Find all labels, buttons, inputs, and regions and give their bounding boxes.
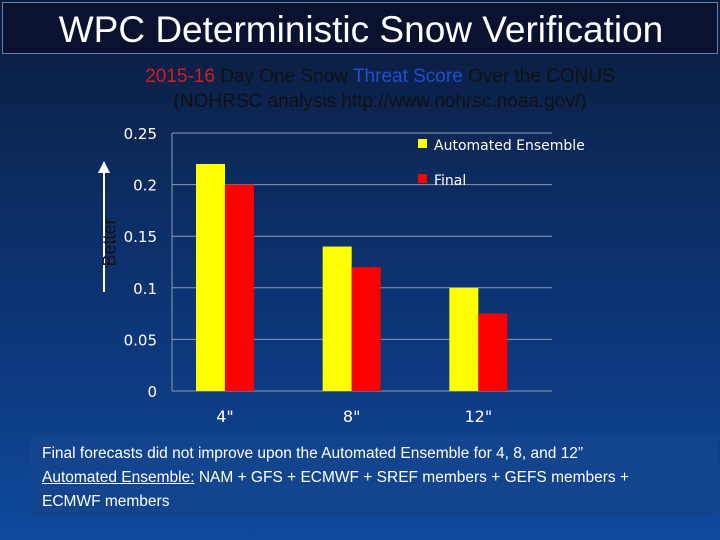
x-tick-label: 8" xyxy=(343,407,361,426)
subtitle-part3: Over the CONUS xyxy=(468,66,615,87)
bar xyxy=(449,287,479,391)
subtitle-year: 2015-16 xyxy=(145,66,215,87)
y-tick-label: 0.25 xyxy=(124,125,157,143)
subtitle-part1: Day One Snow xyxy=(220,66,348,87)
legend-swatch xyxy=(418,174,427,183)
y-tick-label: 0.15 xyxy=(124,228,157,246)
bar xyxy=(351,267,381,391)
subtitle-part2: Threat Score xyxy=(352,66,463,87)
footer-line2: Automated Ensemble: NAM + GFS + ECMWF + … xyxy=(42,466,718,490)
legend-label: Automated Ensemble xyxy=(434,138,585,154)
y-tick-label: 0.1 xyxy=(133,280,157,298)
legend: Automated Ensemble Final xyxy=(418,138,585,189)
bars xyxy=(196,163,508,391)
x-tick-labels: 4" 8" 12" xyxy=(216,407,492,426)
footer-line1: Final forecasts did not improve upon the… xyxy=(42,445,584,462)
bar xyxy=(478,313,508,391)
footer-text: Final forecasts did not improve upon the… xyxy=(42,442,718,514)
x-tick-label: 4" xyxy=(216,407,234,426)
legend-label: Final xyxy=(434,173,466,189)
page-title: WPC Deterministic Snow Verification xyxy=(58,9,664,50)
title-bar: WPC Deterministic Snow Verification xyxy=(2,2,718,54)
bar xyxy=(225,184,254,391)
subtitle-line2: (NOHRSC analysis http://www.nohrsc.noaa.… xyxy=(173,91,587,112)
footer-box xyxy=(30,436,718,516)
y-tick-label: 0.2 xyxy=(133,177,157,195)
x-tick-label: 12" xyxy=(464,407,492,426)
legend-swatch xyxy=(418,139,427,148)
y-tick-label: 0.05 xyxy=(124,331,157,349)
better-arrow-icon xyxy=(98,161,110,292)
bar xyxy=(322,246,352,391)
y-tick-label: 0 xyxy=(147,383,157,401)
bar xyxy=(196,163,225,391)
footer-members: NAM + GFS + ECMWF + SREF members + GEFS … xyxy=(194,469,630,486)
footer-label: Automated Ensemble: xyxy=(42,469,195,486)
footer-line3: ECMWF members xyxy=(42,493,170,510)
chart-subtitle: 2015-16 Day One Snow Threat Score Over t… xyxy=(60,64,700,114)
y-tick-labels: 0 0.05 0.1 0.15 0.2 0.25 xyxy=(124,125,157,401)
